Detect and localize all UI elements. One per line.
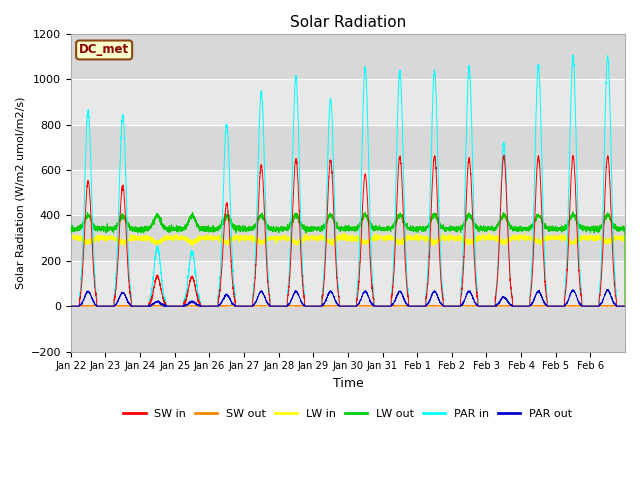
Title: Solar Radiation: Solar Radiation xyxy=(290,15,406,30)
Y-axis label: Solar Radiation (W/m2 umol/m2/s): Solar Radiation (W/m2 umol/m2/s) xyxy=(15,96,25,289)
Bar xyxy=(71,125,625,170)
Bar xyxy=(71,34,625,79)
X-axis label: Time: Time xyxy=(333,377,364,390)
Bar xyxy=(71,216,625,261)
Bar xyxy=(71,79,625,125)
Text: DC_met: DC_met xyxy=(79,44,129,57)
Legend: SW in, SW out, LW in, LW out, PAR in, PAR out: SW in, SW out, LW in, LW out, PAR in, PA… xyxy=(119,405,577,423)
Bar xyxy=(71,306,625,351)
Bar xyxy=(71,170,625,216)
Bar xyxy=(71,261,625,306)
